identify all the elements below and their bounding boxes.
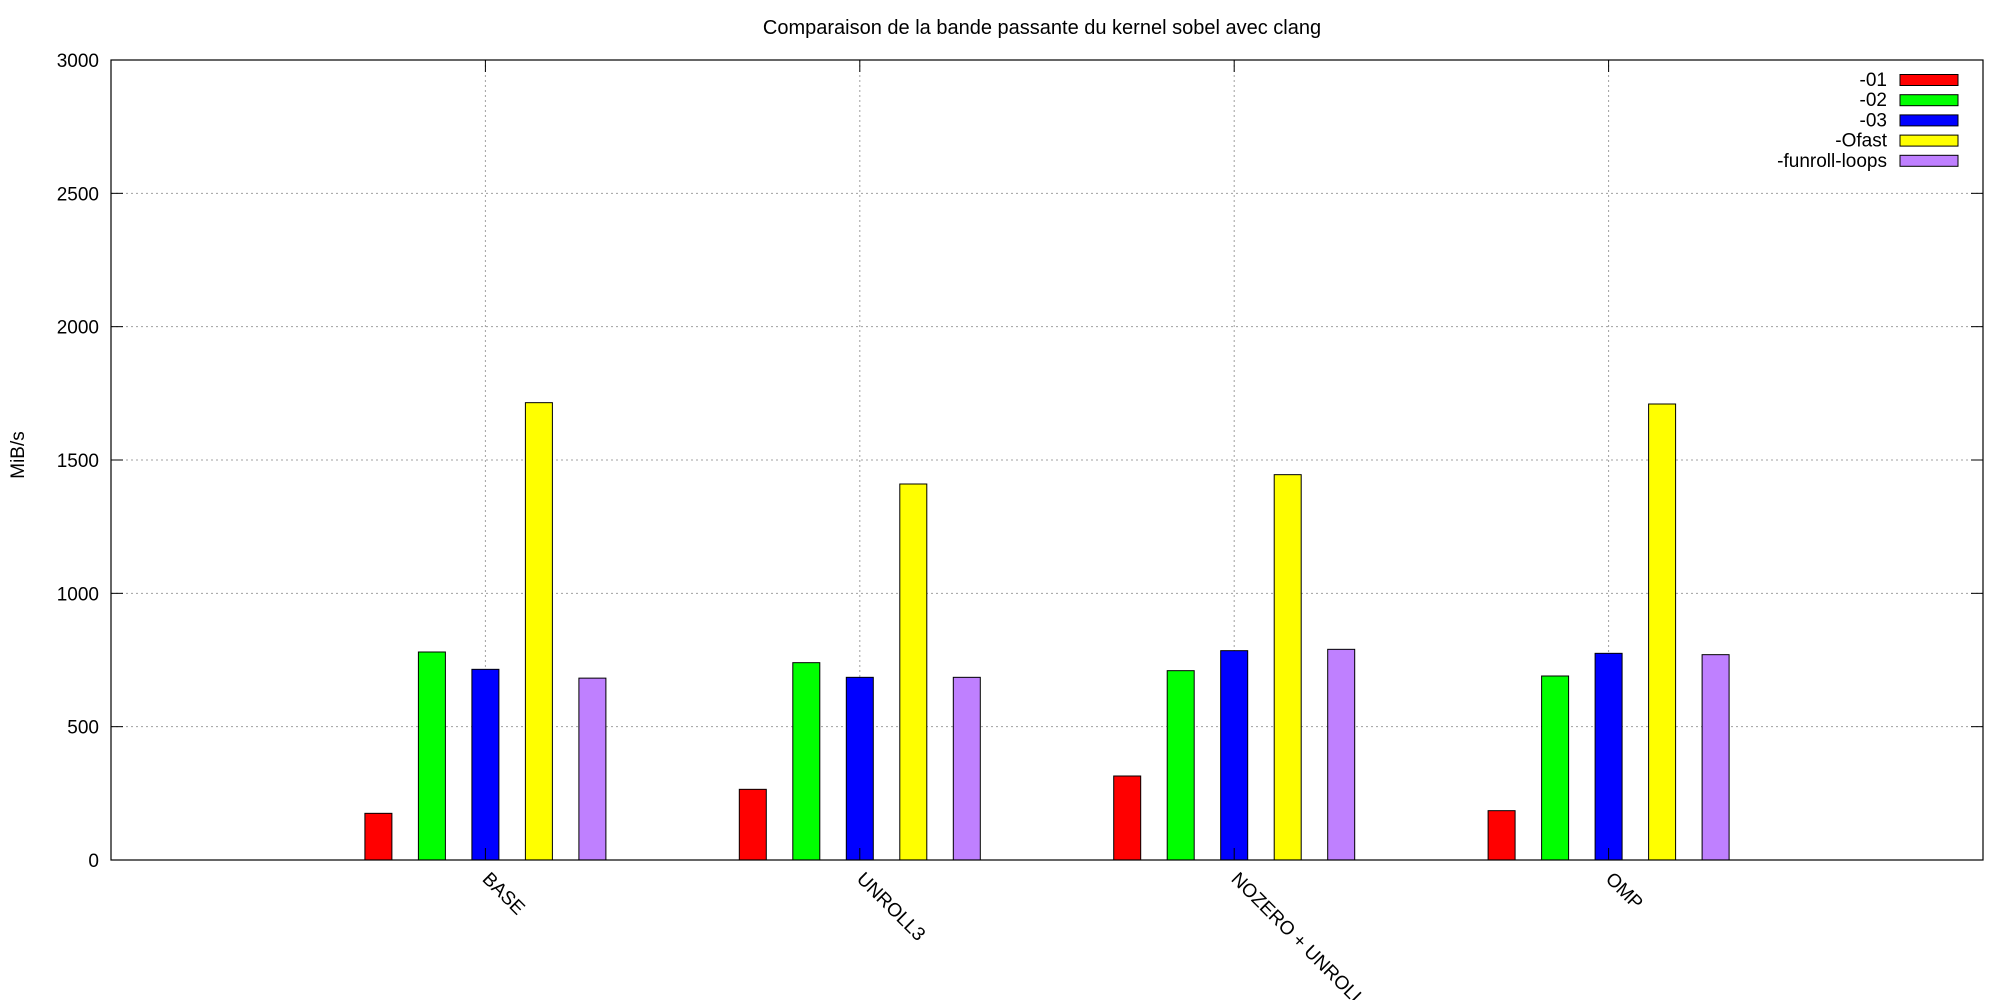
legend-swatch: [1899, 154, 1959, 167]
y-axis-label: MiB/s: [8, 431, 29, 479]
bars: [364, 402, 1730, 861]
legend-label: -01: [1860, 70, 1887, 91]
legend-swatch: [1899, 74, 1959, 86]
y-tick-label: 1500: [57, 451, 99, 472]
bar: [1273, 474, 1302, 861]
legend-label: -02: [1860, 90, 1887, 111]
axis-ticks: 0 500 1000 1500 2000 2500 3000 BASE UNROLL3 NOZER…: [57, 51, 1983, 1000]
bar: [1327, 648, 1356, 861]
legend: -01-02-03-Ofast-funroll-loops: [1777, 70, 1959, 172]
bar: [578, 677, 607, 861]
bar: [1487, 810, 1516, 861]
bar: [845, 676, 874, 861]
bar: [1594, 652, 1623, 861]
bar: [1166, 670, 1195, 861]
bar: [524, 402, 553, 861]
bar: [471, 668, 500, 861]
legend-swatch: [1899, 94, 1959, 107]
bar: [1648, 403, 1677, 861]
bar: [952, 676, 981, 861]
legend-swatch: [1899, 134, 1959, 147]
bar: [1541, 675, 1570, 861]
x-category-label: OMP: [1601, 869, 1646, 914]
legend-swatch: [1899, 114, 1959, 127]
y-tick-label: 500: [67, 718, 99, 739]
legend-label: -funroll-loops: [1777, 151, 1887, 172]
legend-label: -03: [1860, 110, 1887, 131]
y-tick-label: 2500: [57, 184, 99, 205]
legend-label: -Ofast: [1835, 131, 1887, 152]
x-category-label: UNROLL3: [852, 869, 929, 946]
bar: [1220, 650, 1249, 861]
y-tick-label: 0: [88, 851, 99, 872]
bar: [792, 662, 821, 861]
y-tick-label: 2000: [57, 318, 99, 339]
bar: [1113, 775, 1142, 861]
bar: [899, 483, 928, 861]
bar: [364, 812, 393, 861]
x-category-label: BASE: [478, 869, 529, 920]
bar: [1701, 654, 1730, 861]
bar: [417, 651, 446, 861]
x-category-label: NOZERO + UNROLL: [1227, 869, 1369, 1000]
y-tick-label: 3000: [57, 51, 99, 72]
bar: [738, 788, 767, 861]
chart-title: Comparaison de la bande passante du kern…: [763, 17, 1321, 39]
y-tick-label: 1000: [57, 584, 99, 605]
